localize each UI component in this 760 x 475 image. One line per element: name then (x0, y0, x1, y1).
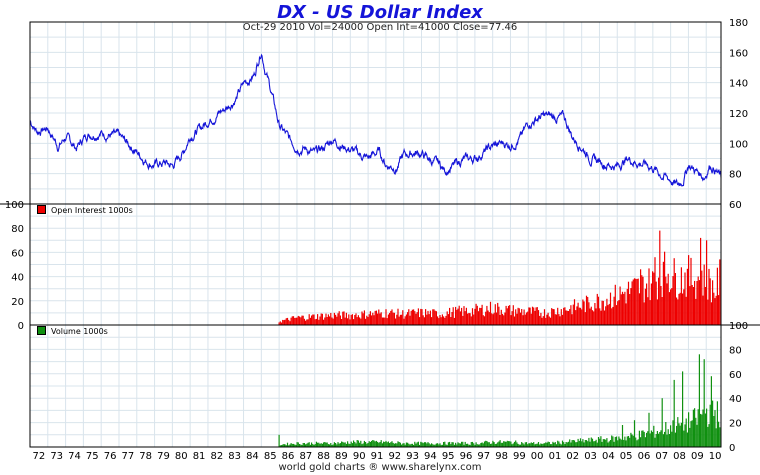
x-tick-label: 85 (264, 451, 277, 462)
price-line (29, 53, 722, 187)
x-tick-label: 04 (602, 451, 615, 462)
open-interest-tick-label: 20 (11, 297, 24, 308)
open-interest-tick-label: 60 (11, 248, 24, 259)
price-tick-label: 140 (729, 79, 748, 90)
x-tick-label: 87 (299, 451, 312, 462)
open-interest-tick-label: 40 (11, 273, 24, 284)
x-tick-label: 83 (228, 451, 241, 462)
open-interest-bars (278, 230, 721, 325)
volume-tick-label: 100 (729, 321, 748, 332)
x-tick-label: 72 (33, 451, 46, 462)
x-tick-label: 05 (620, 451, 633, 462)
chart-title: DX - US Dollar Index (277, 2, 483, 23)
x-tick-label: 10 (709, 451, 722, 462)
x-tick-label: 97 (477, 451, 490, 462)
volume-tick-label: 80 (729, 345, 742, 356)
x-tick-label: 92 (388, 451, 401, 462)
price-tick-label: 100 (729, 139, 748, 150)
panel-frames (0, 21, 760, 448)
x-tick-label: 95 (442, 451, 455, 462)
x-tick-label: 01 (549, 451, 562, 462)
x-tick-label: 07 (655, 451, 668, 462)
volume-tick-label: 40 (729, 394, 742, 405)
x-tick-label: 06 (638, 451, 651, 462)
x-tick-label: 81 (193, 451, 206, 462)
x-tick-label: 82 (210, 451, 223, 462)
volume-tick-label: 60 (729, 370, 742, 381)
open-interest-legend-label: Open Interest 1000s (51, 206, 133, 215)
x-tick-label: 77 (122, 451, 135, 462)
price-tick-label: 160 (729, 48, 748, 59)
plot-frame (29, 21, 722, 448)
x-tick-label: 96 (460, 451, 473, 462)
open-interest-tick-label: 80 (11, 224, 24, 235)
x-tick-label: 84 (246, 451, 259, 462)
price-tick-label: 80 (729, 170, 742, 181)
x-tick-label: 78 (139, 451, 152, 462)
price-series (29, 53, 722, 187)
volume-legend-label: Volume 1000s (51, 327, 108, 336)
open-interest-legend: Open Interest 1000s (37, 205, 133, 215)
axis-ticks: 6080100120140160180020406080100020406080… (5, 18, 748, 462)
chart-credit: world gold charts ® www.sharelynx.com (278, 462, 482, 473)
x-tick-label: 94 (424, 451, 437, 462)
x-tick-label: 08 (673, 451, 686, 462)
open-interest-tick-label: 100 (5, 200, 24, 211)
volume-tick-label: 0 (729, 443, 735, 454)
x-tick-label: 03 (584, 451, 597, 462)
volume-bars (278, 354, 721, 447)
x-tick-label: 98 (495, 451, 508, 462)
open-interest-tick-label: 0 (18, 321, 24, 332)
price-tick-label: 180 (729, 18, 748, 29)
x-tick-label: 89 (335, 451, 348, 462)
price-tick-label: 60 (729, 200, 742, 211)
x-tick-label: 75 (86, 451, 99, 462)
x-tick-label: 99 (513, 451, 526, 462)
x-tick-label: 93 (406, 451, 419, 462)
x-tick-label: 02 (566, 451, 579, 462)
chart-grid (29, 21, 721, 448)
x-tick-label: 88 (317, 451, 330, 462)
volume-tick-label: 20 (729, 419, 742, 430)
x-tick-label: 90 (353, 451, 366, 462)
x-tick-label: 73 (50, 451, 63, 462)
chart-subtitle: Oct-29 2010 Vol=24000 Open Int=41000 Clo… (242, 22, 518, 33)
volume-swatch (37, 326, 46, 335)
x-tick-label: 79 (157, 451, 170, 462)
x-tick-label: 80 (175, 451, 188, 462)
volume-legend: Volume 1000s (37, 326, 108, 336)
x-tick-label: 91 (371, 451, 384, 462)
x-tick-label: 74 (68, 451, 81, 462)
open-interest-swatch (37, 205, 46, 214)
x-tick-label: 86 (282, 451, 295, 462)
x-tick-label: 00 (531, 451, 544, 462)
price-tick-label: 120 (729, 109, 748, 120)
x-tick-label: 09 (691, 451, 704, 462)
x-tick-label: 76 (104, 451, 117, 462)
